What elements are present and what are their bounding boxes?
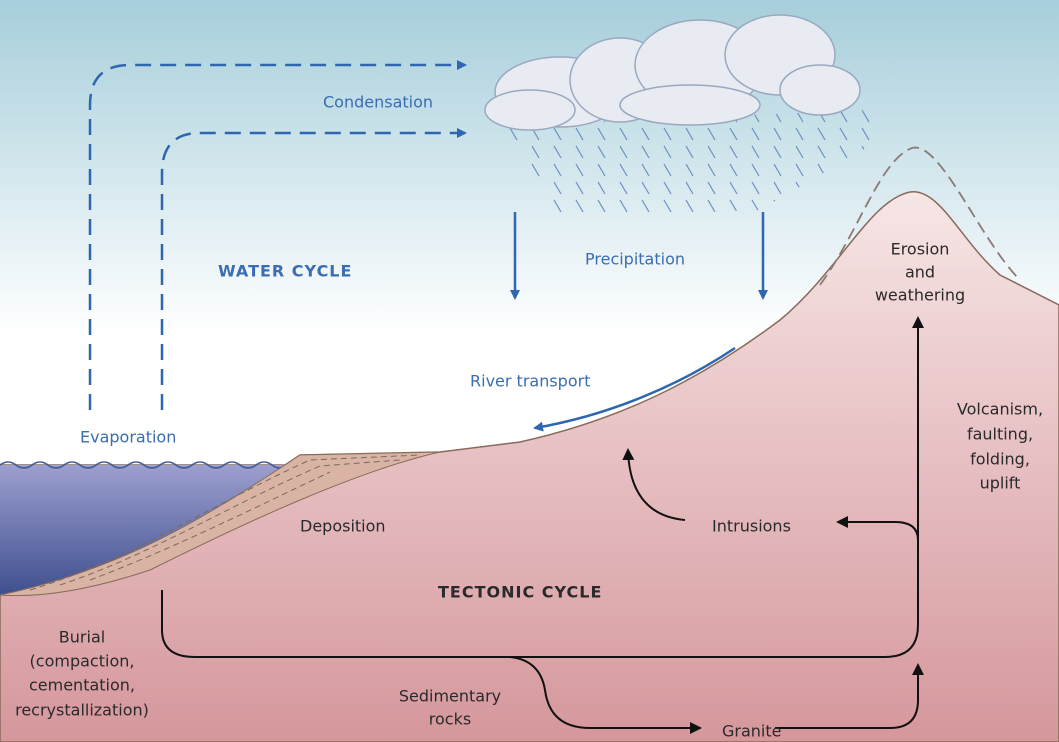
label: Deposition bbox=[300, 517, 386, 536]
label: Intrusions bbox=[712, 517, 791, 536]
label: River transport bbox=[470, 372, 590, 391]
label: Condensation bbox=[323, 93, 433, 112]
label: Burial bbox=[59, 628, 105, 647]
sediment-wedge bbox=[0, 451, 441, 597]
label: faulting, bbox=[967, 425, 1033, 444]
label: Evaporation bbox=[80, 428, 176, 447]
tectonic-arrows bbox=[161, 316, 924, 734]
section-title: TECTONIC CYCLE bbox=[438, 583, 602, 602]
sediment-layers bbox=[29, 454, 421, 591]
label: recrystallization) bbox=[15, 701, 149, 720]
label: Erosion bbox=[891, 240, 950, 259]
label: (compaction, bbox=[30, 652, 135, 671]
label: folding, bbox=[970, 450, 1030, 469]
label: Volcanism, bbox=[957, 400, 1043, 419]
ground bbox=[0, 191, 1059, 742]
label: Granite bbox=[722, 722, 781, 741]
eroded-outline bbox=[819, 146, 1021, 286]
water-arrows bbox=[88, 60, 768, 432]
clouds bbox=[484, 14, 861, 131]
label: and bbox=[905, 263, 935, 282]
sea bbox=[0, 465, 285, 595]
label: cementation, bbox=[29, 676, 135, 695]
label: rocks bbox=[429, 710, 471, 729]
waves bbox=[0, 461, 289, 469]
label: uplift bbox=[980, 474, 1021, 493]
section-title: WATER CYCLE bbox=[218, 262, 352, 281]
label: Precipitation bbox=[585, 250, 685, 269]
label: weathering bbox=[875, 286, 965, 305]
label: Sedimentary bbox=[399, 687, 501, 706]
rain bbox=[505, 110, 880, 218]
